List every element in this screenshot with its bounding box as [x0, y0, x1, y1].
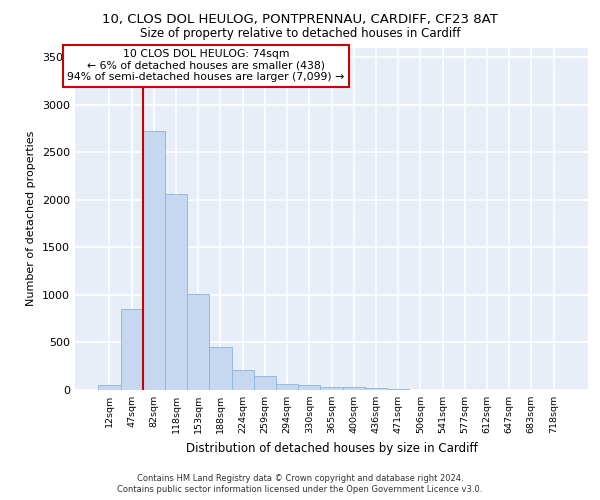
Bar	[320, 386, 343, 390]
Bar	[187, 294, 209, 390]
X-axis label: Distribution of detached houses by size in Cardiff: Distribution of detached houses by size …	[185, 442, 478, 454]
Bar	[143, 131, 165, 390]
Y-axis label: Number of detached properties: Number of detached properties	[26, 131, 37, 306]
Text: Size of property relative to detached houses in Cardiff: Size of property relative to detached ho…	[140, 28, 460, 40]
Bar	[209, 347, 232, 390]
Bar	[343, 387, 365, 390]
Bar	[232, 370, 254, 390]
Text: 10 CLOS DOL HEULOG: 74sqm
← 6% of detached houses are smaller (438)
94% of semi-: 10 CLOS DOL HEULOG: 74sqm ← 6% of detach…	[67, 49, 344, 82]
Text: Contains HM Land Registry data © Crown copyright and database right 2024.
Contai: Contains HM Land Registry data © Crown c…	[118, 474, 482, 494]
Bar	[298, 385, 320, 390]
Text: 10, CLOS DOL HEULOG, PONTPRENNAU, CARDIFF, CF23 8AT: 10, CLOS DOL HEULOG, PONTPRENNAU, CARDIF…	[102, 12, 498, 26]
Bar	[165, 194, 187, 390]
Bar	[365, 388, 387, 390]
Bar	[121, 309, 143, 390]
Bar	[98, 385, 121, 390]
Bar	[276, 384, 298, 390]
Bar	[254, 376, 276, 390]
Bar	[387, 388, 409, 390]
